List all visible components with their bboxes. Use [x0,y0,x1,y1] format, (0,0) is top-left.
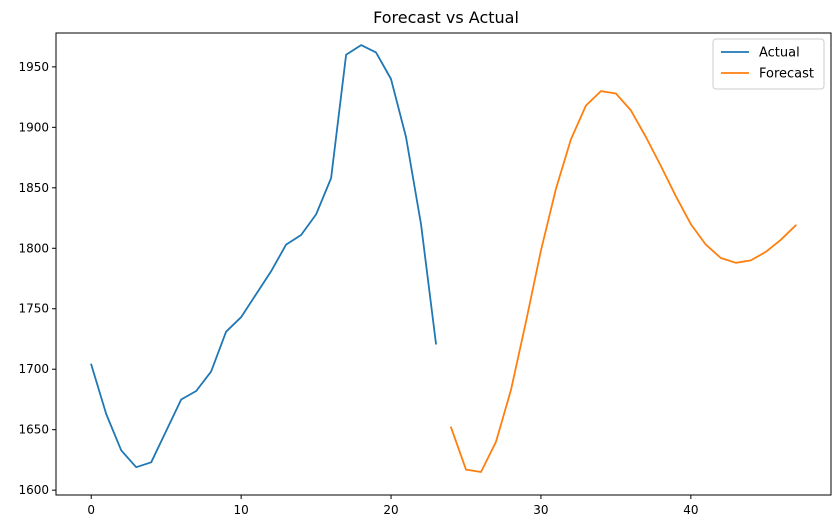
y-tick-label: 1800 [18,241,49,255]
legend-label-forecast: Forecast [759,67,814,82]
y-tick-label: 1650 [18,423,49,437]
y-tick-label: 1700 [18,362,49,376]
x-axis: 0 10 20 30 40 [87,495,698,517]
axes-frame [55,32,832,496]
series-line-forecast [450,90,797,473]
x-tick-label: 0 [87,503,95,517]
y-tick-label: 1850 [18,181,49,195]
series-group [90,44,797,473]
x-tick-label: 20 [383,503,398,517]
y-tick-label: 1950 [18,60,49,74]
y-tick-label: 1750 [18,302,49,316]
y-axis: 1600 1650 1700 1750 1800 1850 1900 1950 [18,60,56,497]
x-tick-label: 30 [533,503,548,517]
x-tick-label: 40 [683,503,698,517]
plot-area: 0 10 20 30 40 1600 1650 1700 1750 1800 1850 1900 19… [18,32,832,517]
series-line-actual [90,44,437,469]
legend: Actual Forecast [712,38,825,90]
chart-title: Forecast vs Actual [373,8,519,27]
y-tick-label: 1600 [18,483,49,497]
y-tick-label: 1900 [18,120,49,134]
legend-label-actual: Actual [759,46,800,61]
x-tick-label: 10 [233,503,248,517]
